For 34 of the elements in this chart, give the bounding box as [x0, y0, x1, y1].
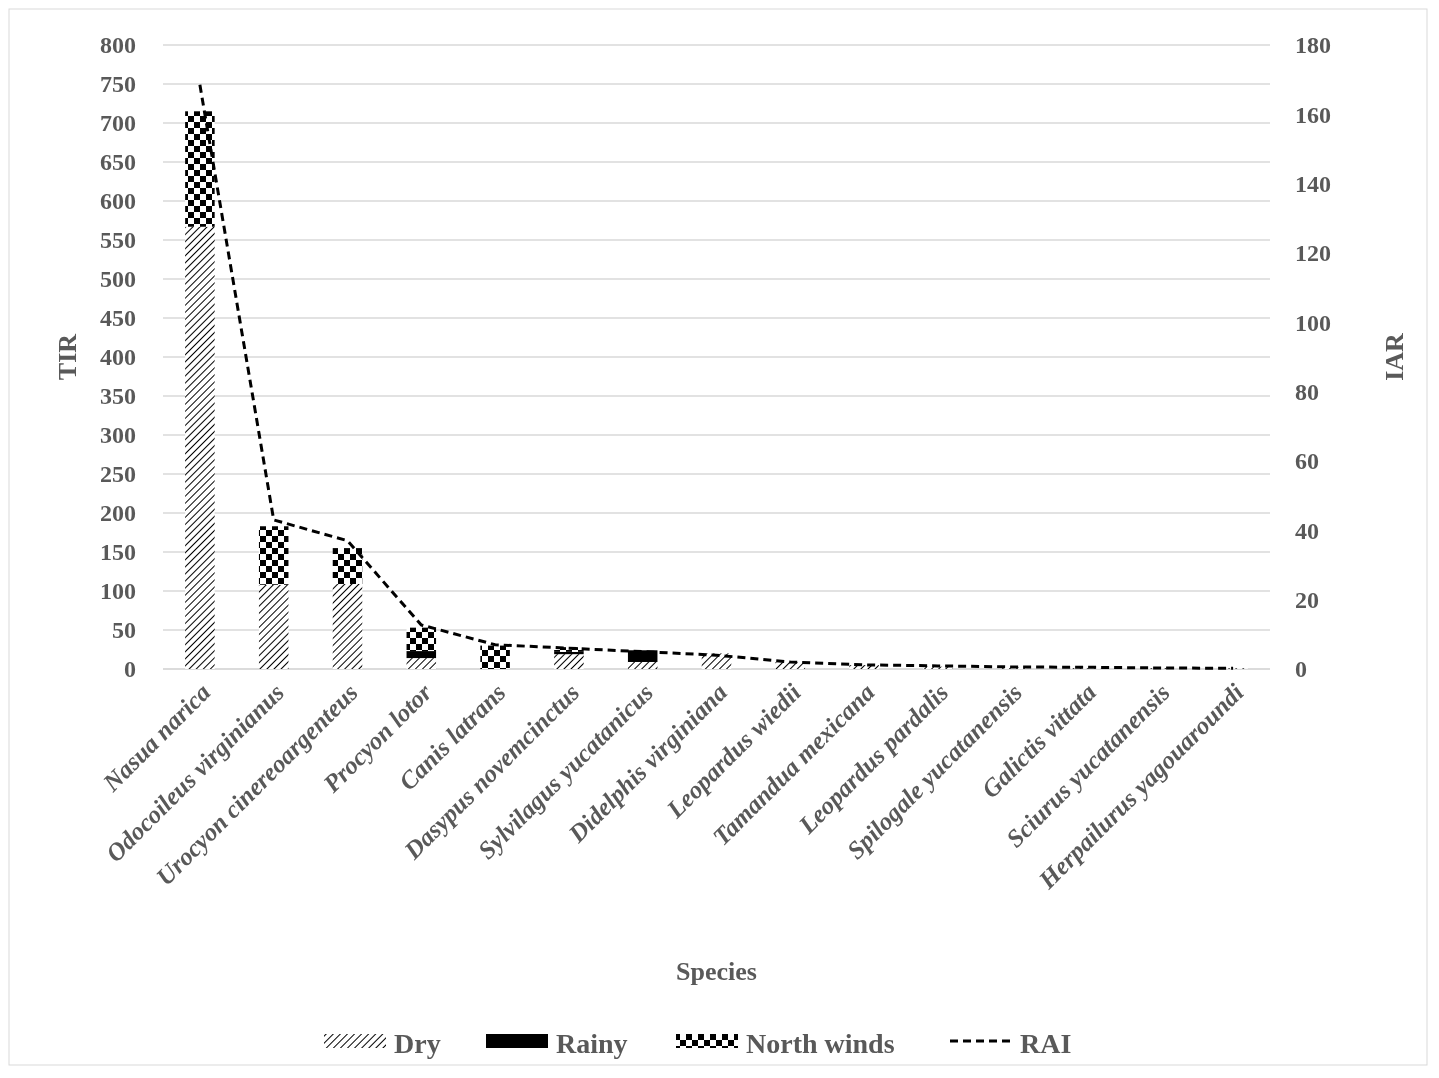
y-tick-label: 0 — [124, 656, 136, 683]
y2-tick-label: 120 — [1295, 240, 1331, 267]
y-tick-label: 800 — [100, 32, 136, 59]
y2-tick-label: 180 — [1295, 32, 1331, 59]
y-tick-label: 300 — [100, 422, 136, 449]
y2-tick-label: 80 — [1295, 379, 1319, 406]
y-tick-label: 200 — [100, 500, 136, 527]
y2-tick-label: 0 — [1295, 656, 1307, 683]
x-axis-title: Species — [676, 957, 757, 986]
y2-tick-label: 100 — [1295, 309, 1331, 336]
y-axis-title: TIR — [53, 333, 82, 381]
y-tick-label: 600 — [100, 188, 136, 215]
y2-axis-title: IAR — [1380, 332, 1409, 381]
legend-label: RAI — [1020, 1027, 1072, 1059]
y-tick-label: 150 — [100, 539, 136, 566]
y-tick-label: 700 — [100, 110, 136, 137]
y-tick-label: 750 — [100, 71, 136, 98]
y-tick-label: 650 — [100, 149, 136, 176]
y-tick-label: 250 — [100, 461, 136, 488]
y2-tick-label: 140 — [1295, 171, 1331, 198]
y-tick-label: 100 — [100, 578, 136, 605]
y-tick-label: 400 — [100, 344, 136, 371]
legend-label: North winds — [746, 1027, 895, 1059]
y2-tick-label: 20 — [1295, 587, 1319, 614]
y-tick-label: 50 — [112, 617, 136, 644]
y-tick-label: 550 — [100, 227, 136, 254]
y-tick-label: 500 — [100, 266, 136, 293]
y2-tick-label: 40 — [1295, 517, 1319, 544]
y-tick-label: 450 — [100, 305, 136, 332]
y-tick-label: 350 — [100, 383, 136, 410]
y2-tick-label: 160 — [1295, 101, 1331, 128]
legend-label: Dry — [394, 1027, 441, 1059]
y2-tick-label: 60 — [1295, 448, 1319, 475]
legend-label: Rainy — [556, 1027, 628, 1059]
